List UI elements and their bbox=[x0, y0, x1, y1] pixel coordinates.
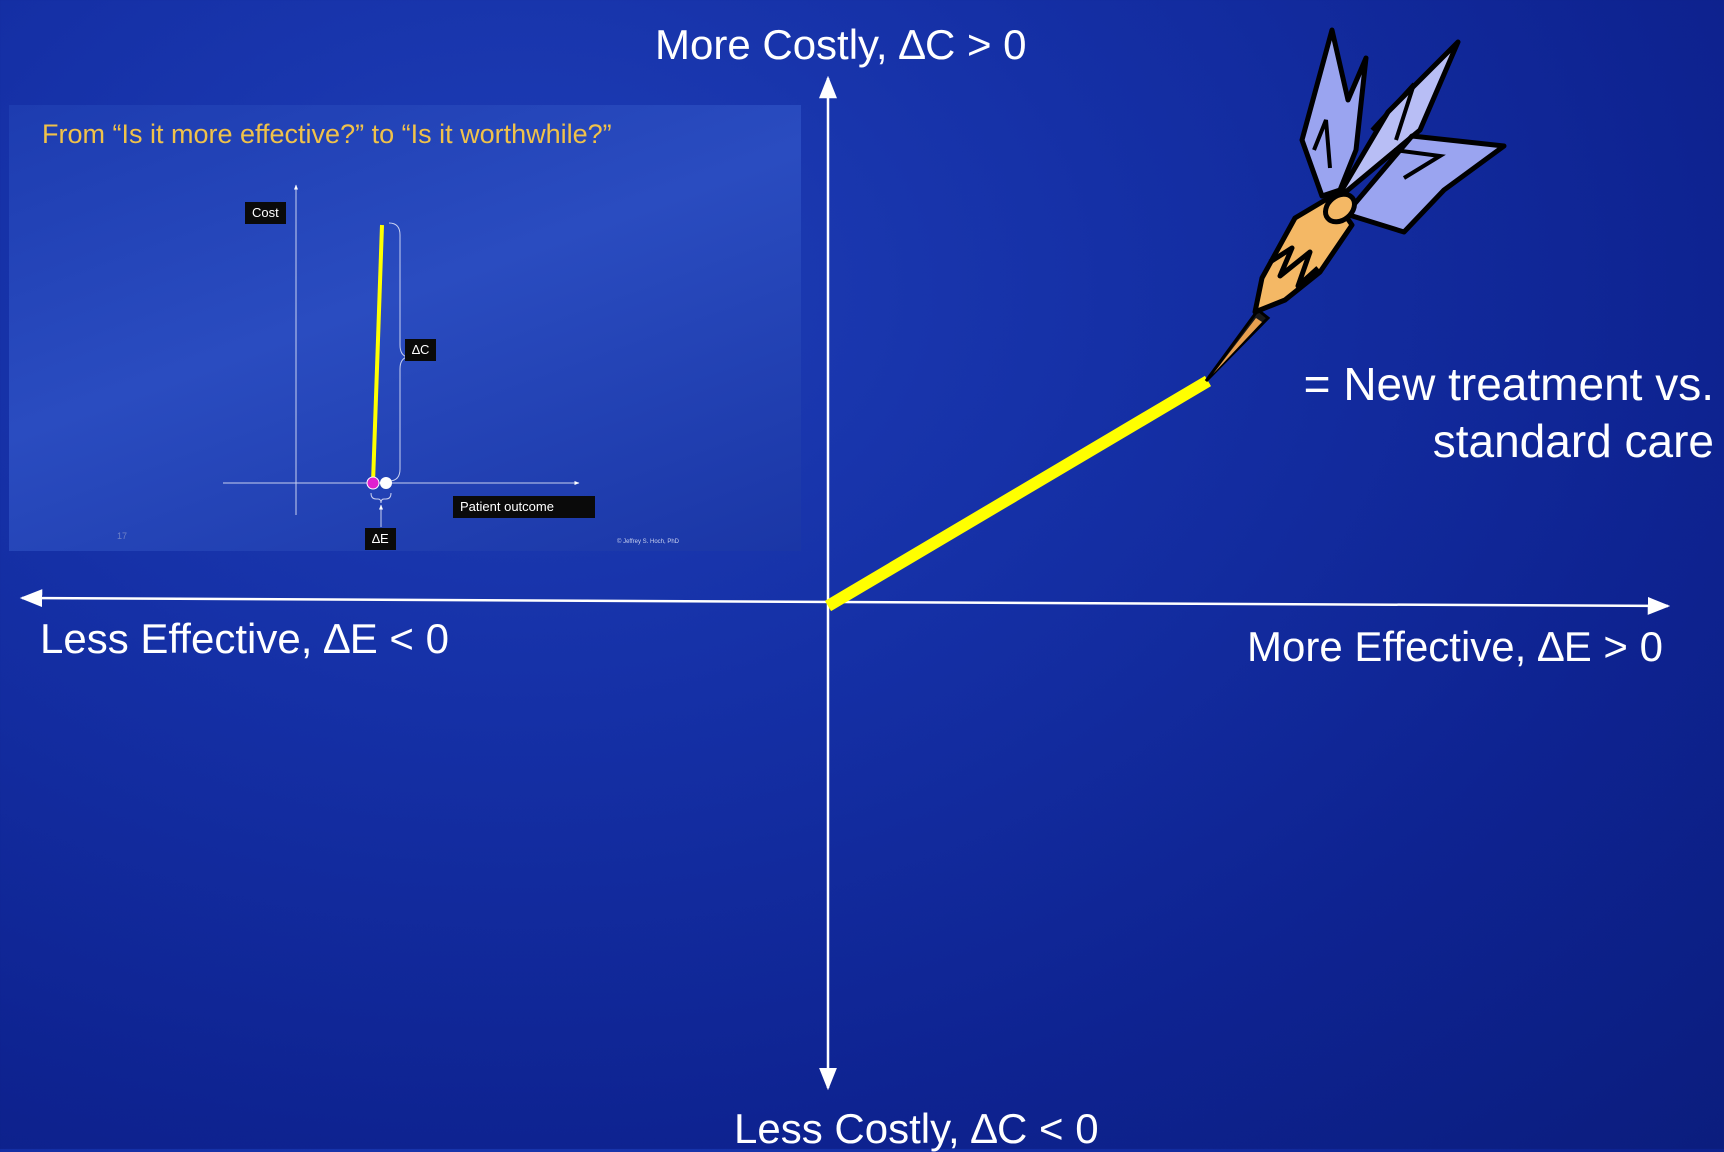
inset-yellow-line bbox=[371, 224, 384, 484]
legend-line-2: standard care bbox=[1432, 415, 1714, 467]
inset-delta-e-brace bbox=[370, 492, 392, 504]
treatment-line bbox=[824, 375, 1212, 612]
legend-line-1: = New treatment vs. bbox=[1303, 358, 1714, 410]
inset-slide: From “Is it more effective?” to “Is it w… bbox=[9, 105, 801, 551]
more-effective-label: More Effective, ∆E > 0 bbox=[1247, 623, 1663, 670]
inset-delta-e-tag: ∆E bbox=[365, 528, 396, 550]
dart-icon bbox=[1204, 27, 1507, 383]
inset-graphics bbox=[223, 184, 580, 527]
inset-page-number: 17 bbox=[117, 531, 128, 541]
more-costly-label: More Costly, ∆C > 0 bbox=[655, 21, 1027, 68]
less-costly-label: Less Costly, ∆C < 0 bbox=[734, 1105, 1099, 1152]
dart-legend: = New treatment vs. standard care bbox=[1304, 356, 1714, 470]
inset-credit: © Jeffrey S. Hoch, PhD bbox=[617, 539, 680, 545]
less-effective-label: Less Effective, ∆E < 0 bbox=[40, 615, 449, 662]
inset-magenta-dot bbox=[366, 476, 380, 490]
inset-title: From “Is it more effective?” to “Is it w… bbox=[42, 119, 612, 149]
inset-white-dot bbox=[380, 477, 392, 489]
inset-delta-c-tag: ∆C bbox=[405, 339, 437, 361]
inset-cost-tag: Cost bbox=[245, 202, 286, 224]
inset-patient-outcome-tag: Patient outcome bbox=[453, 496, 595, 518]
